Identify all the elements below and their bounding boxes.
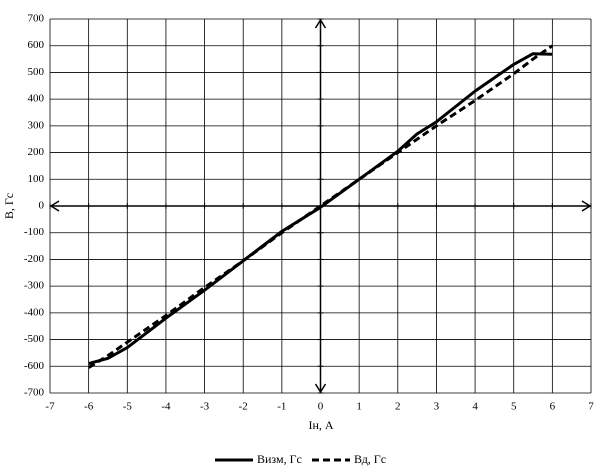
y-tick-label: -200: [24, 253, 45, 265]
x-tick-label: 1: [356, 401, 362, 413]
x-axis-label: Iн, А: [308, 418, 333, 432]
y-tick-label: -400: [24, 306, 45, 318]
y-axis-label: B, Гс: [2, 193, 16, 219]
x-tick-label: -7: [45, 401, 55, 413]
y-tick-label: 0: [39, 200, 45, 212]
x-tick-label: 0: [318, 401, 324, 413]
y-tick-label: -700: [24, 387, 45, 399]
x-tick-label: -1: [277, 401, 286, 413]
y-tick-label: 700: [28, 13, 45, 25]
x-tick-label: 7: [588, 401, 594, 413]
y-tick-label: 500: [28, 66, 45, 78]
axis-arrow: [581, 200, 592, 212]
legend-label: Вд, Гс: [354, 452, 386, 466]
x-tick-label: 3: [434, 401, 440, 413]
x-tick-label: -4: [161, 401, 171, 413]
x-tick-label: 5: [511, 401, 517, 413]
x-tick-label: -5: [123, 401, 133, 413]
x-tick-label: -2: [239, 401, 248, 413]
axis-arrow: [314, 18, 327, 29]
y-tick-label: -100: [24, 226, 45, 238]
axis-arrow: [314, 383, 327, 394]
series-line: [88, 52, 553, 366]
y-tick-label: 200: [28, 146, 45, 158]
series-line: [87, 44, 554, 369]
y-tick-label: 400: [28, 93, 45, 105]
y-tick-label: 100: [28, 173, 45, 185]
x-tick-label: -6: [84, 401, 94, 413]
axis-arrow: [49, 200, 60, 212]
x-tick-label: -3: [200, 401, 210, 413]
y-tick-label: -500: [24, 333, 45, 345]
y-tick-label: -600: [24, 360, 45, 372]
x-tick-label: 6: [550, 401, 556, 413]
legend-label: Визм, Гс: [257, 452, 302, 466]
x-tick-label: 2: [395, 401, 401, 413]
y-tick-label: -300: [24, 280, 45, 292]
y-tick-label: 300: [28, 119, 45, 131]
y-tick-label: 600: [28, 39, 45, 51]
x-tick-label: 4: [472, 401, 478, 413]
